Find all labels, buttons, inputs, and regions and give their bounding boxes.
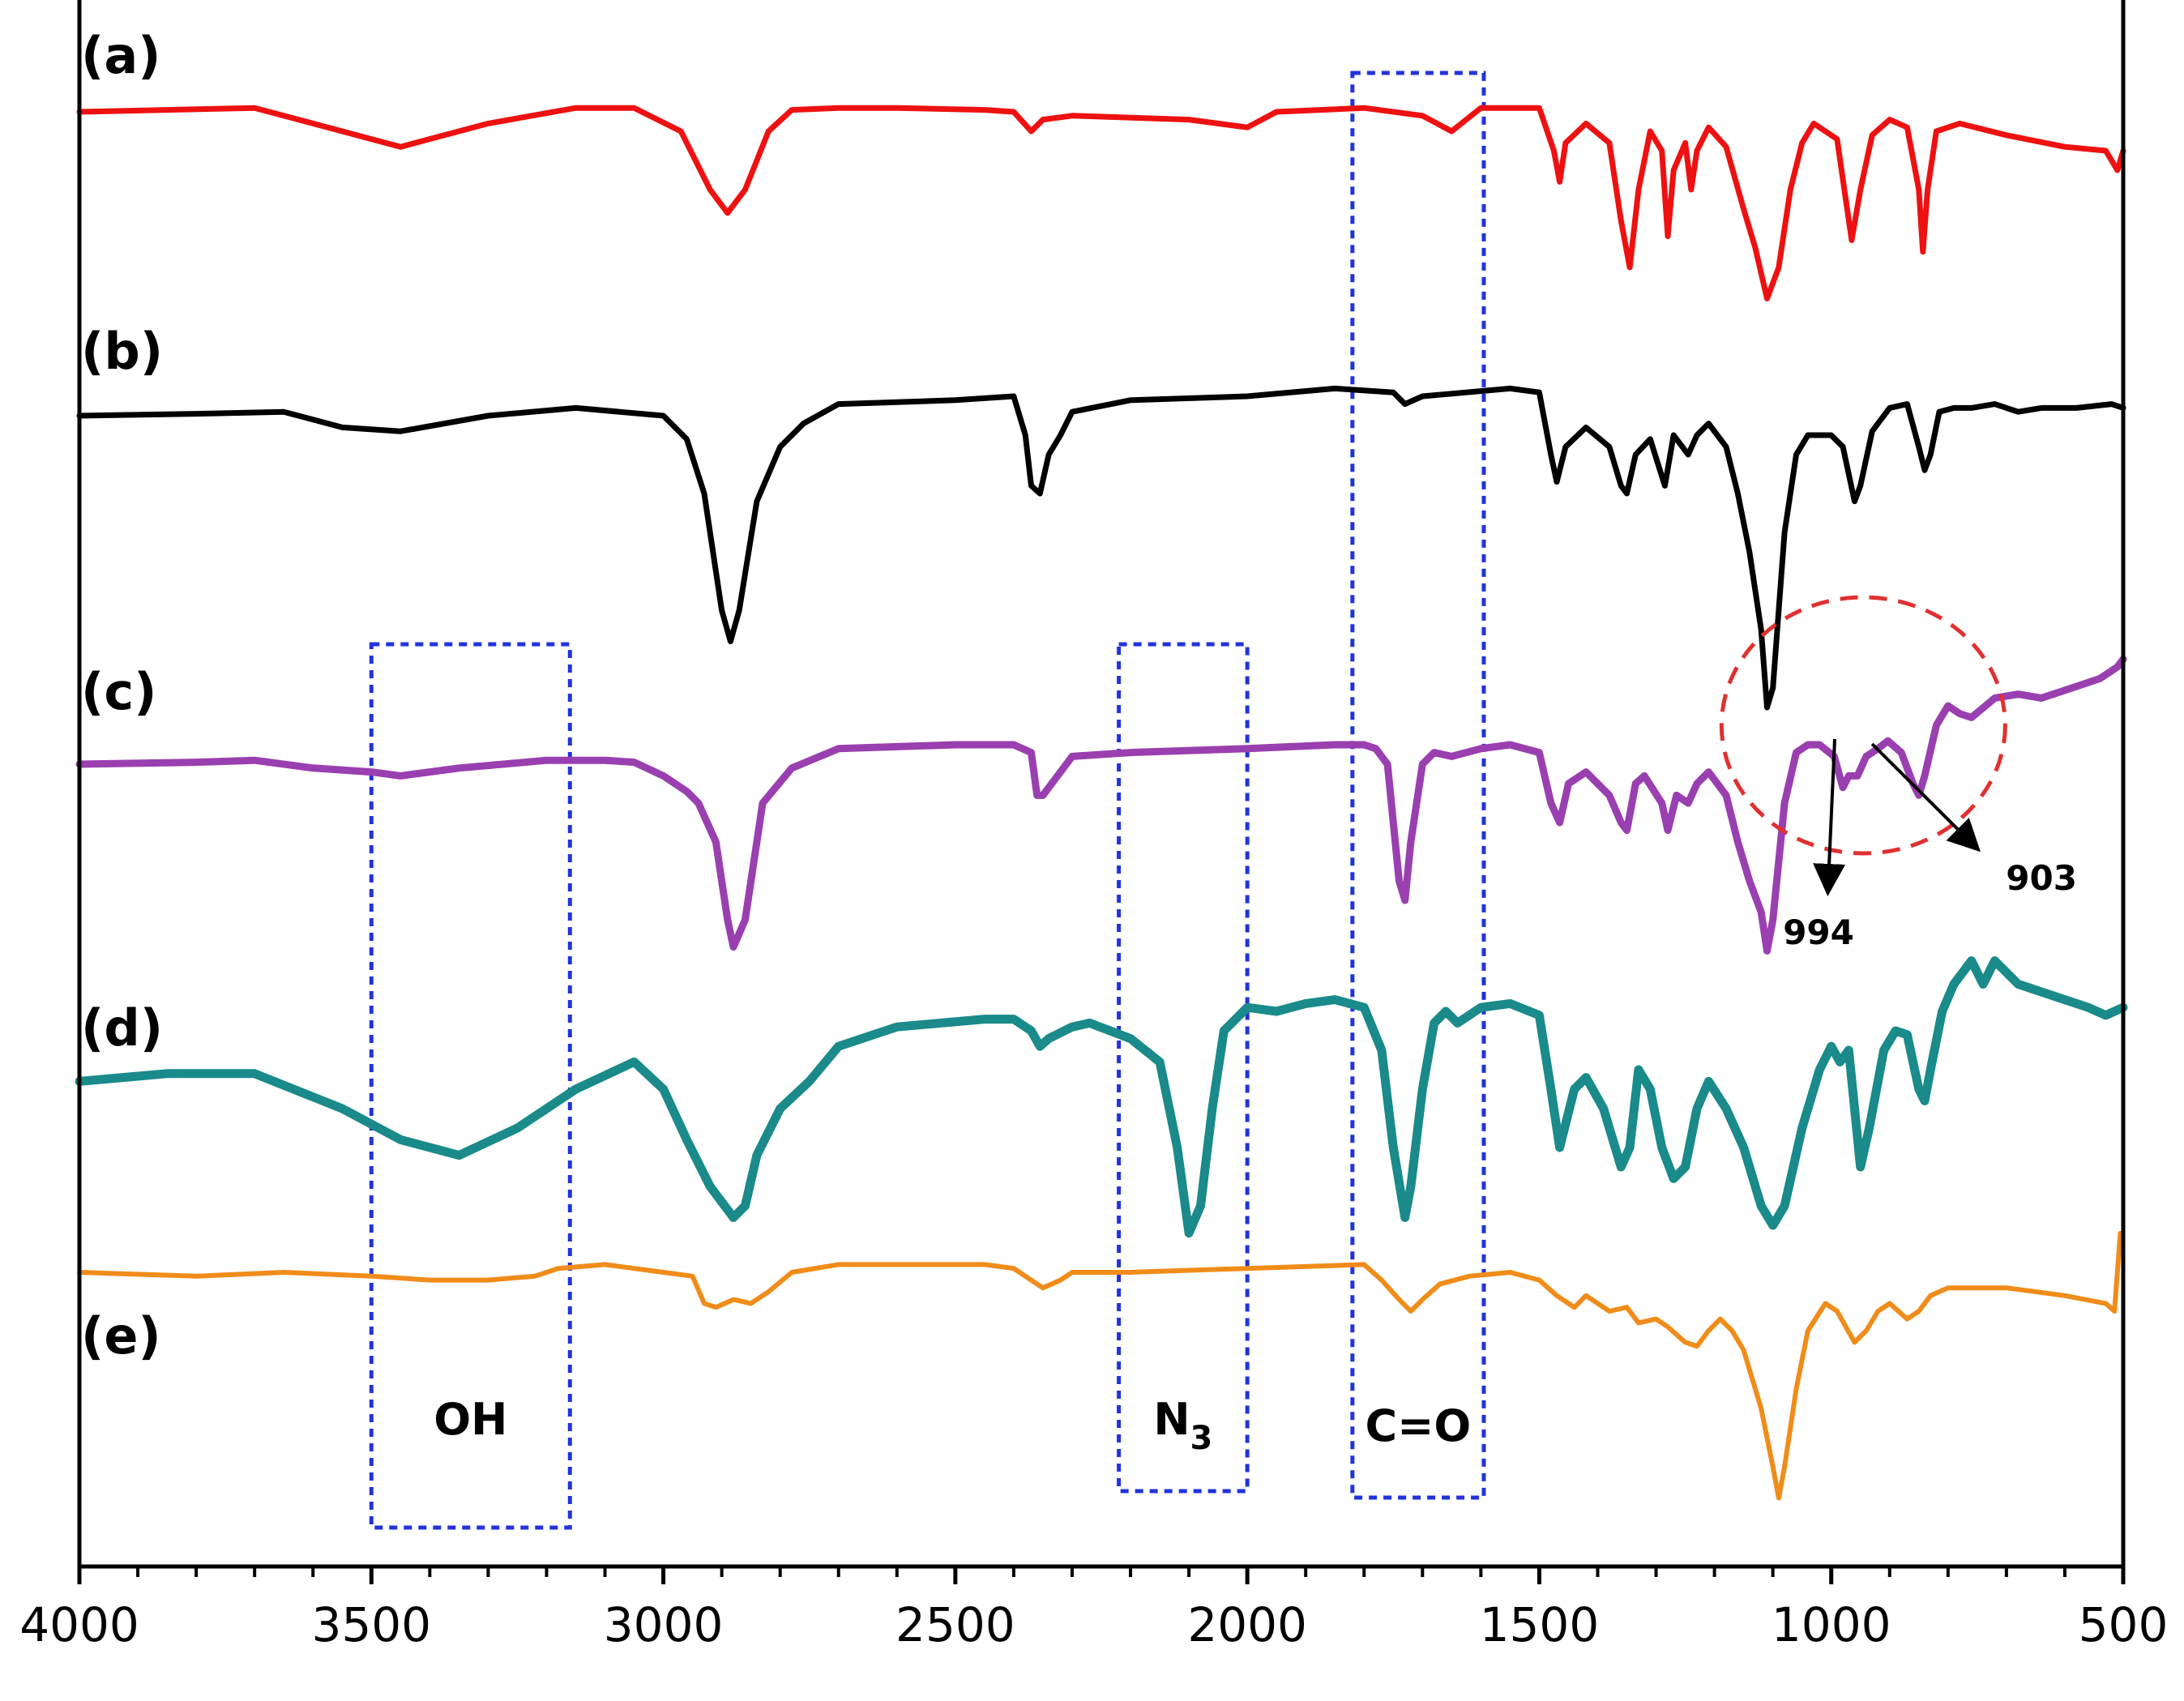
region-box-co	[1350, 71, 1486, 1500]
trace-c	[75, 655, 2127, 955]
annotation-label-994: 994	[1783, 912, 1854, 952]
x-tick-label-2500: 2500	[895, 1597, 1015, 1652]
x-tick-label-2000: 2000	[1187, 1597, 1307, 1652]
x-tick-label-4000: 4000	[19, 1597, 139, 1652]
series-label-d: (d)	[81, 998, 163, 1058]
x-tick-label-500: 500	[2079, 1597, 2169, 1652]
x-axis: 4000 3500 3000 2500 2000 1500 1000 500	[19, 0, 2168, 1652]
annotation-arrow-994	[1813, 738, 1846, 896]
x-tick-label-3500: 3500	[311, 1597, 431, 1652]
x-tick-label-1500: 1500	[1480, 1597, 1600, 1652]
x-tick-label-1000: 1000	[1772, 1597, 1891, 1652]
highlight-circle	[1719, 595, 2007, 856]
series-label-b: (b)	[81, 322, 163, 381]
series-label-e: (e)	[81, 1306, 161, 1366]
region-box-n3	[1117, 642, 1250, 1494]
series-label-c: (c)	[81, 662, 156, 721]
region-label-co: C=O	[1366, 1400, 1472, 1451]
trace-d	[75, 956, 2128, 1238]
region-boxes: OH N3 C=O	[369, 71, 1486, 1530]
series-labels: (a) (b) (c) (d) (e)	[81, 26, 163, 1366]
trace-b	[76, 385, 2126, 711]
spectra-traces	[75, 105, 2128, 1501]
peak-annotations: 994 903	[1719, 595, 2077, 952]
x-tick-label-3000: 3000	[604, 1597, 724, 1652]
region-label-oh: OH	[434, 1394, 507, 1445]
annotation-arrow-903	[1870, 742, 1981, 853]
annotation-label-903: 903	[2006, 858, 2077, 898]
region-label-n3: N3	[1153, 1394, 1212, 1457]
region-box-oh	[369, 642, 572, 1530]
series-label-a: (a)	[81, 26, 161, 85]
trace-e	[77, 1231, 2123, 1501]
trace-a	[76, 105, 2126, 301]
